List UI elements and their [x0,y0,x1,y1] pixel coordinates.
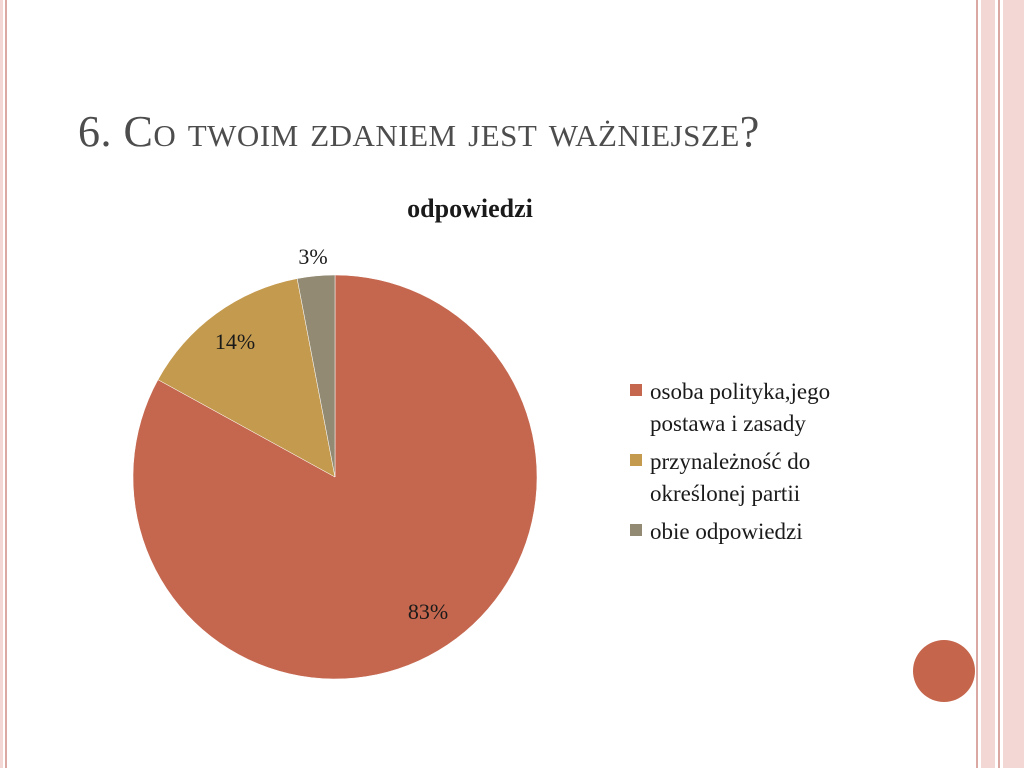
legend-item: przynależność do określonej partii [630,446,910,510]
right-border-stripe [981,0,995,768]
legend-item: osoba polityka,jego postawa i zasady [630,376,910,440]
left-border-stripe [0,0,3,768]
legend-swatch [630,524,642,536]
accent-circle-decoration [913,640,975,702]
legend-label: osoba polityka,jego postawa i zasady [650,379,831,436]
right-border-stripe [998,0,1000,768]
right-border-stripe [1003,0,1024,768]
legend-swatch [630,454,642,466]
right-border-stripe [976,0,978,768]
legend-label: przynależność do określonej partii [650,449,811,506]
data-label: 83% [408,599,448,624]
data-label: 14% [215,329,255,354]
chart-title: odpowiedzi [407,194,533,223]
chart-legend: osoba polityka,jego postawa i zasady przy… [630,376,910,554]
legend-item: obie odpowiedzi [630,516,910,548]
data-label: 3% [298,244,327,269]
pie-slice [157,278,336,478]
left-border-stripe [5,0,7,768]
right-border-decoration [976,0,1024,768]
pie-slice [296,274,336,478]
legend-swatch [630,384,642,396]
legend-label: obie odpowiedzi [650,519,803,544]
left-border-decoration [0,0,7,768]
slide-title: 6. Co twoim zdaniem jest ważniejsze? [78,107,760,156]
